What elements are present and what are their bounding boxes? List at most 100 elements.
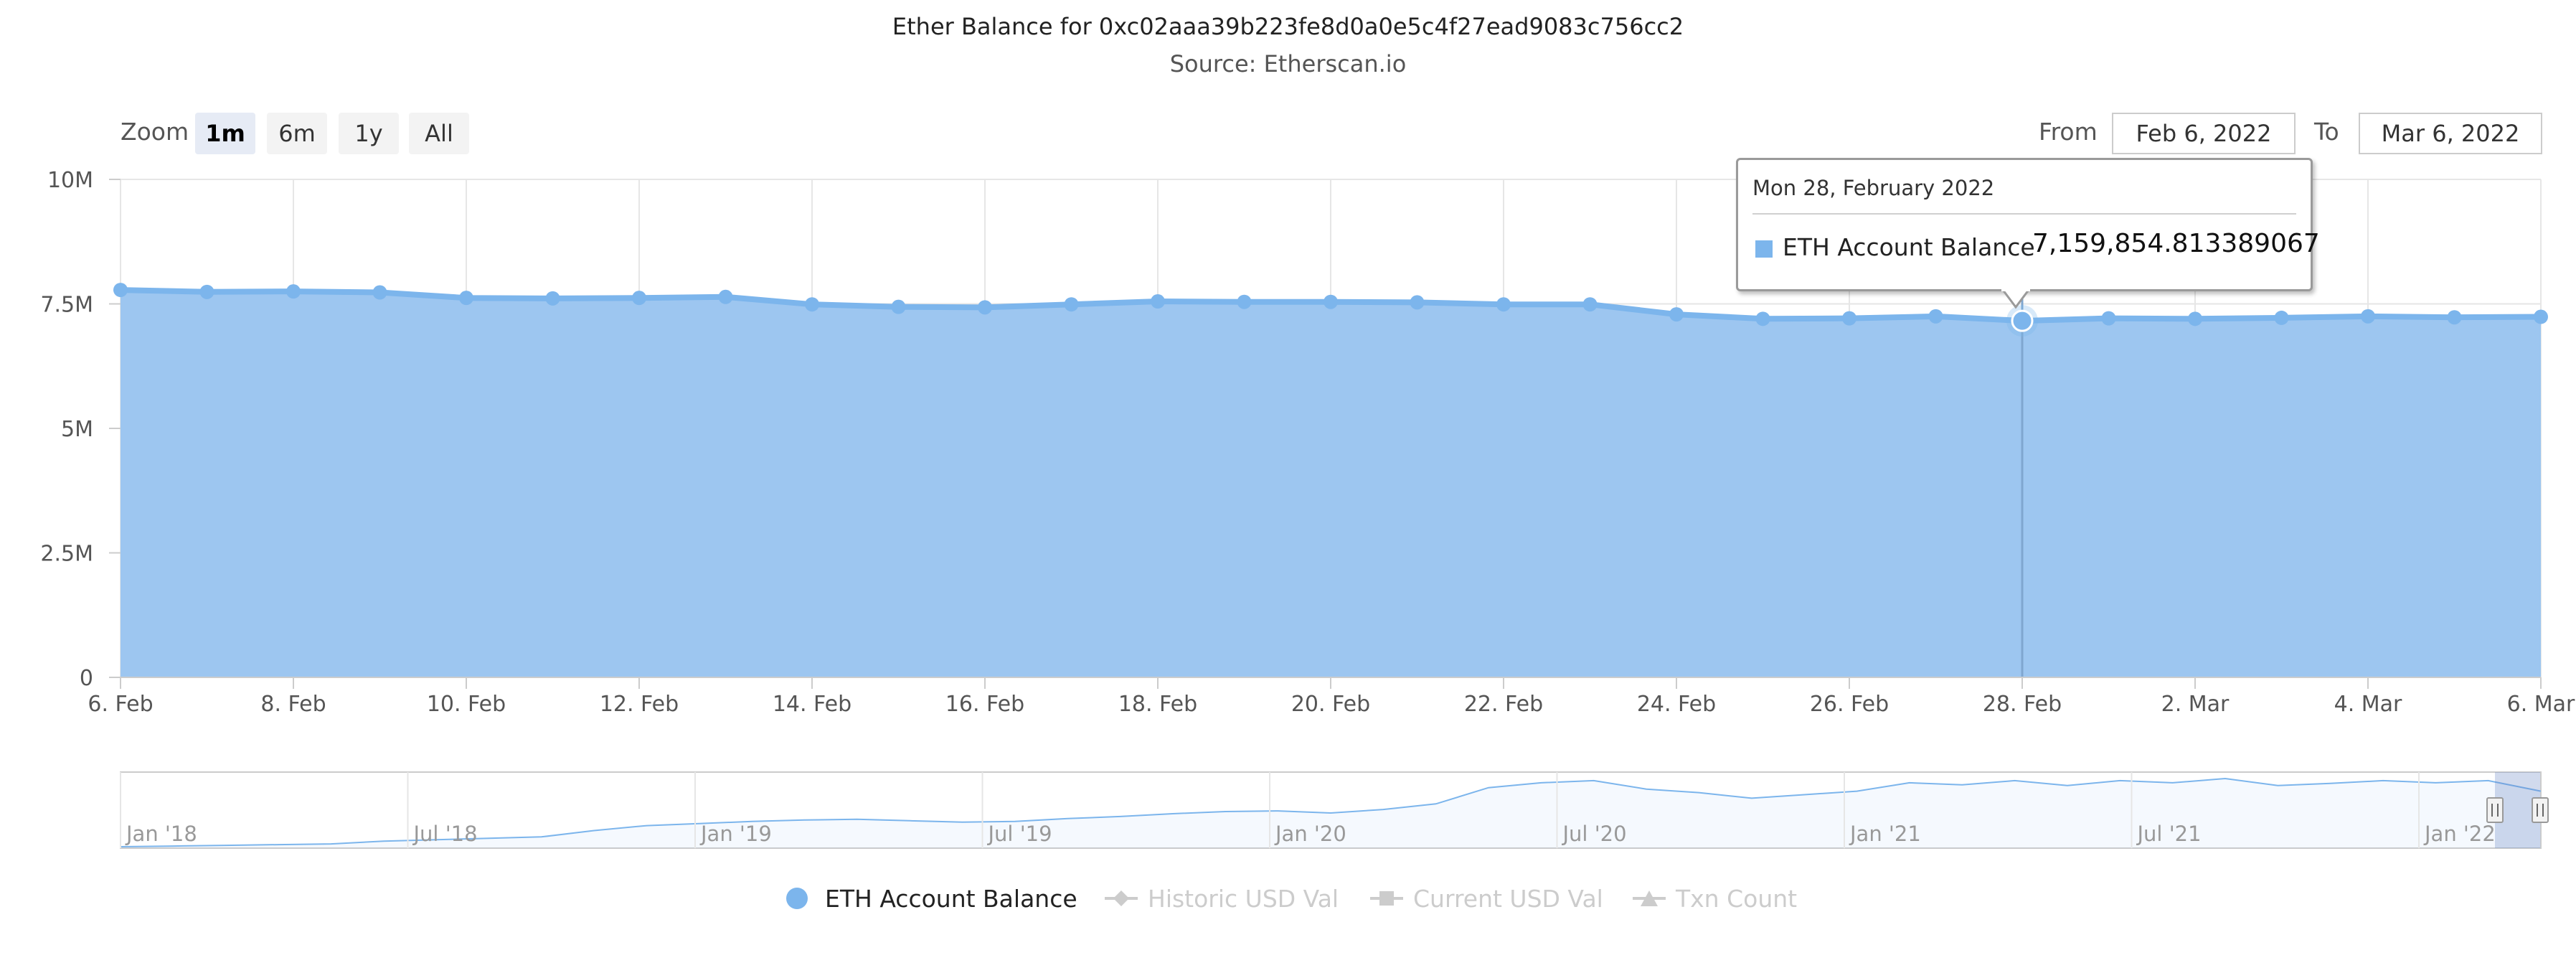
data-point[interactable] (1324, 294, 1338, 309)
from-label: From (2039, 118, 2098, 146)
zoom-1y-button[interactable]: 1y (339, 113, 399, 154)
y-tick-label: 10M (47, 168, 93, 193)
navigator[interactable]: Jan '18 Jul '18 Jan '19 Jul '19 Jan '20 Jul '… (120, 771, 2549, 849)
data-point[interactable] (1151, 294, 1165, 309)
data-point[interactable] (1669, 307, 1684, 322)
data-point[interactable] (1064, 297, 1079, 312)
data-point[interactable] (891, 299, 906, 314)
tooltip-divider (1752, 213, 2296, 215)
x-tick-label: 6. Mar (2507, 692, 2575, 717)
data-point[interactable] (632, 291, 646, 306)
legend-item-txn-count[interactable]: Txn Count (1633, 883, 1797, 914)
data-point[interactable] (1410, 295, 1425, 310)
legend-item-historic-usd[interactable]: Historic USD Val (1105, 883, 1339, 914)
from-date-input[interactable] (2112, 113, 2296, 154)
navigator-label: Jan '20 (1274, 822, 1346, 846)
x-tick-label: 14. Feb (773, 692, 851, 717)
zoom-label: Zoom (121, 118, 189, 146)
x-tick-label: 8. Feb (260, 692, 326, 717)
x-tick-label: 26. Feb (1810, 692, 1889, 717)
data-point[interactable] (113, 283, 128, 298)
navigator-line (120, 777, 2542, 847)
data-point[interactable] (2447, 310, 2462, 325)
legend-label: ETH Account Balance (825, 884, 1077, 913)
tooltip-series-name: ETH Account Balance (1783, 233, 2035, 261)
navigator-handle-left[interactable] (2486, 797, 2504, 823)
x-tick-label: 28. Feb (1983, 692, 2062, 717)
chart-title: Ether Balance for 0xc02aaa39b223fe8d0a0e… (892, 13, 1684, 40)
triangle-marker-icon (1633, 890, 1666, 906)
legend-item-eth-balance[interactable]: ETH Account Balance (786, 883, 1077, 914)
tooltip-value: 7,159,854.813389067 (2032, 229, 2320, 258)
x-tick-label: 18. Feb (1118, 692, 1197, 717)
data-point[interactable] (1496, 297, 1511, 312)
legend-label: Historic USD Val (1148, 884, 1339, 913)
data-point[interactable] (2361, 309, 2375, 324)
navigator-background (120, 771, 2542, 849)
navigator-label: Jan '22 (2423, 822, 2496, 846)
tooltip-pointer-icon (2001, 288, 2030, 309)
zoom-6m-button[interactable]: 6m (267, 113, 327, 154)
diamond-marker-icon (1105, 890, 1138, 906)
data-point[interactable] (2274, 310, 2289, 325)
data-point[interactable] (545, 291, 560, 306)
data-point[interactable] (2534, 309, 2548, 324)
navigator-labels: Jan '18 Jul '18 Jan '19 Jul '19 Jan '20 Jul '… (120, 772, 2496, 848)
navigator-label: Jan '21 (1849, 822, 1921, 846)
zoom-1m-button[interactable]: 1m (195, 113, 255, 154)
tooltip-series-icon (1755, 240, 1773, 258)
data-point[interactable] (1237, 294, 1252, 309)
x-tick-label: 6. Feb (88, 692, 153, 717)
y-axis-ticks: 0 2.5M 5M 7.5M 10M (40, 168, 121, 691)
legend-item-current-usd[interactable]: Current USD Val (1370, 883, 1603, 914)
y-tick-label: 5M (61, 417, 93, 442)
x-tick-label: 22. Feb (1464, 692, 1543, 717)
data-point[interactable] (199, 284, 214, 299)
balance-area (121, 290, 2541, 678)
chart-subtitle: Source: Etherscan.io (1169, 50, 1407, 77)
navigator-label: Jul '21 (2136, 822, 2202, 846)
data-point[interactable] (286, 284, 301, 299)
navigator-handles[interactable] (2486, 797, 2549, 823)
navigator-label: Jul '19 (987, 822, 1052, 846)
to-label: To (2314, 118, 2339, 146)
x-tick-label: 2. Mar (2161, 692, 2230, 717)
navigator-handle-right[interactable] (2532, 797, 2549, 823)
x-tick-label: 16. Feb (945, 692, 1024, 717)
tooltip: Mon 28, February 2022 ETH Account Balanc… (1736, 158, 2320, 291)
navigator-label: Jul '18 (412, 822, 478, 846)
data-point[interactable] (718, 289, 733, 304)
legend-label: Current USD Val (1413, 884, 1603, 913)
data-point-hovered[interactable] (2011, 309, 2034, 332)
data-point[interactable] (372, 285, 387, 300)
y-tick-label: 0 (80, 666, 93, 691)
x-tick-label: 4. Mar (2334, 692, 2402, 717)
y-tick-label: 2.5M (40, 542, 93, 567)
data-point[interactable] (1928, 309, 1943, 324)
x-tick-label: 20. Feb (1291, 692, 1370, 717)
data-point[interactable] (978, 300, 992, 315)
data-point[interactable] (2101, 311, 2116, 326)
circle-marker-icon (786, 888, 808, 909)
x-axis-ticks: 6. Feb 8. Feb 10. Feb 12. Feb 14. Feb 16. Feb… (88, 677, 2575, 717)
x-tick-label: 24. Feb (1637, 692, 1716, 717)
to-date-input[interactable] (2359, 113, 2542, 154)
data-point[interactable] (1755, 311, 1770, 326)
tooltip-date: Mon 28, February 2022 (1752, 176, 1995, 200)
navigator-label: Jan '18 (125, 822, 197, 846)
data-point[interactable] (1842, 311, 1856, 326)
x-tick-label: 10. Feb (427, 692, 506, 717)
square-marker-icon (1370, 891, 1403, 906)
data-point[interactable] (805, 297, 819, 312)
navigator-label: Jan '19 (699, 822, 772, 846)
legend-label: Txn Count (1676, 884, 1798, 913)
navigator-label: Jul '20 (1562, 822, 1627, 846)
x-tick-label: 12. Feb (600, 692, 679, 717)
data-point[interactable] (2188, 311, 2202, 326)
data-points (113, 283, 2548, 337)
y-tick-label: 7.5M (40, 293, 93, 318)
data-point[interactable] (1582, 297, 1598, 312)
zoom-all-button[interactable]: All (409, 113, 469, 154)
data-point[interactable] (459, 291, 473, 306)
